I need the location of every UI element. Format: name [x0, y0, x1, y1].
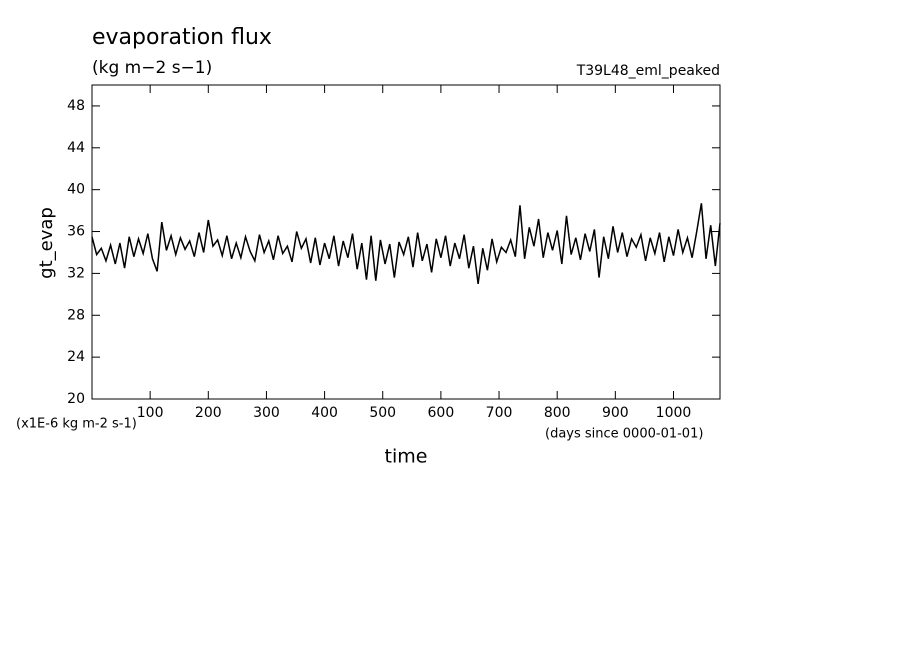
y-tick-label: 28 — [67, 307, 85, 323]
chart-title: evaporation flux — [92, 25, 272, 50]
y-tick-label: 44 — [67, 140, 85, 156]
y-tick-label: 48 — [67, 98, 85, 114]
x-tick-label: 800 — [544, 405, 571, 421]
y-tick-label: 40 — [67, 182, 85, 198]
x-tick-label: 400 — [311, 405, 338, 421]
x-axis-label: time — [385, 446, 428, 468]
y-tick-label: 20 — [67, 391, 85, 407]
y-unit: (x1E-6 kg m-2 s-1) — [16, 417, 137, 432]
x-tick-label: 300 — [253, 405, 280, 421]
x-tick-label: 600 — [428, 405, 455, 421]
x-tick-label: 700 — [486, 405, 513, 421]
x-tick-label: 500 — [369, 405, 396, 421]
annotation: T39L48_eml_peaked — [576, 63, 720, 79]
y-tick-label: 36 — [67, 224, 85, 240]
y-tick-label: 32 — [67, 265, 85, 281]
chart-subtitle: (kg m−2 s−1) — [92, 58, 212, 78]
data-line — [91, 203, 721, 284]
y-tick-label: 24 — [67, 349, 85, 365]
x-tick-label: 200 — [195, 405, 222, 421]
x-unit: (days since 0000-01-01) — [545, 427, 703, 442]
x-tick-label: 1000 — [656, 405, 692, 421]
y-axis-label: gt_evap — [36, 207, 57, 279]
plot-frame — [91, 84, 721, 400]
x-tick-label: 100 — [137, 405, 164, 421]
x-tick-label: 900 — [602, 405, 629, 421]
